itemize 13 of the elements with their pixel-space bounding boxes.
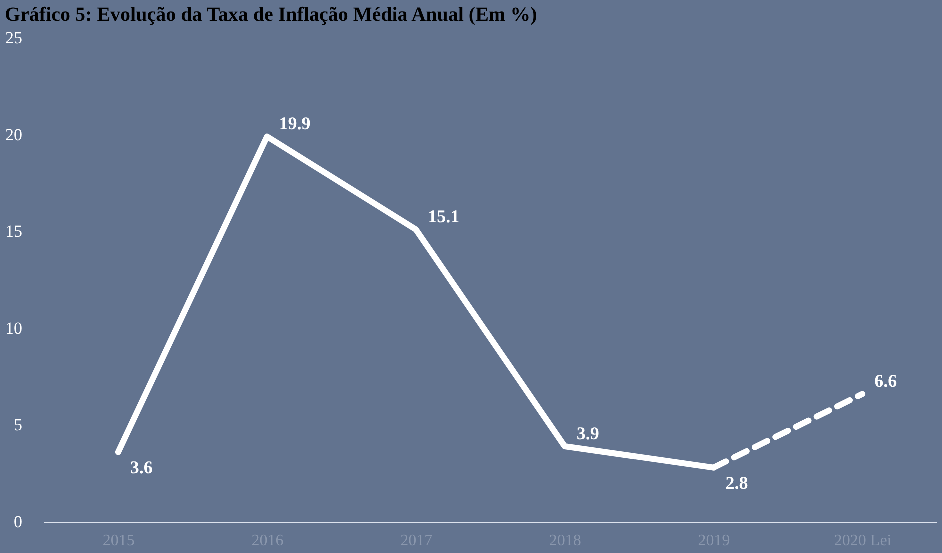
y-tick-label: 0 [14, 512, 22, 532]
data-label: 2.8 [726, 472, 748, 493]
y-tick-label: 25 [6, 28, 22, 48]
y-tick-label: 5 [14, 416, 22, 435]
y-tick-label: 20 [6, 125, 22, 144]
y-tick-label: 15 [6, 222, 22, 242]
data-label: 3.6 [130, 457, 153, 478]
data-label: 19.9 [279, 114, 311, 134]
data-label: 3.9 [576, 423, 600, 444]
chart-title: Gráfico 5: Evolução da Taxa de Inflação Média Anual (Em %) [5, 4, 538, 26]
data-label: 15.1 [428, 206, 460, 227]
data-label: 6.6 [874, 371, 898, 392]
y-tick-label: 10 [6, 318, 22, 338]
